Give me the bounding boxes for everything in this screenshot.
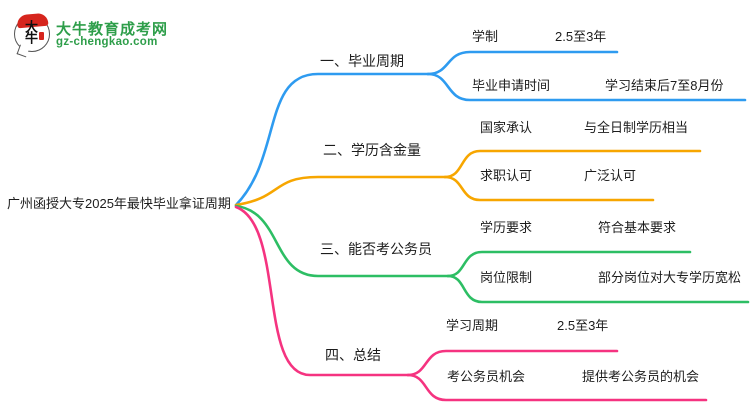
logo-mark-text: 大牛 xyxy=(23,20,38,42)
branch4-child2-line xyxy=(406,373,708,402)
branch3-child2-line xyxy=(446,274,750,304)
branch3-child1-label: 学历要求 xyxy=(480,220,533,235)
branch1-label: 一、毕业周期 xyxy=(320,53,404,69)
daniu-logo-icon: 大牛 xyxy=(14,12,50,58)
branch3-label: 三、能否考公务员 xyxy=(320,241,432,257)
branch4-child2-value: 提供考公务员的机会 xyxy=(582,369,700,384)
root-node-label: 广州函授大专2025年最快毕业拿证周期 xyxy=(7,196,231,211)
branch3-child1-line xyxy=(446,250,692,278)
branch4-curve xyxy=(234,205,410,377)
branch1-child1-value: 2.5至3年 xyxy=(555,29,607,44)
logo-seal-icon xyxy=(39,32,44,40)
branch4-child1-line xyxy=(406,349,619,377)
branch2-child2-line xyxy=(443,175,655,202)
branch4-child1-value: 2.5至3年 xyxy=(557,318,609,333)
logo-domain: gz-chengkao.com xyxy=(56,36,158,48)
logo-speech-tail xyxy=(16,44,30,58)
branch1-child2-line xyxy=(426,72,747,102)
branch3-child1-value: 符合基本要求 xyxy=(598,220,677,235)
branch1-child2-value: 学习结束后7至8月份 xyxy=(605,78,724,93)
branch3-child2-label: 岗位限制 xyxy=(480,270,533,285)
logo-title: 大牛教育成考网 xyxy=(56,21,169,38)
branch4-child1-label: 学习周期 xyxy=(446,318,499,333)
branch2-child1-line xyxy=(443,149,702,179)
branch2-child1-label: 国家承认 xyxy=(480,120,533,135)
branch1-curve xyxy=(234,72,430,207)
branch2-label: 二、学历含金量 xyxy=(323,142,421,158)
branch4-child2-label: 考公务员机会 xyxy=(447,369,526,384)
branch2-curve xyxy=(234,175,447,207)
branch2-child2-value: 广泛认可 xyxy=(584,168,637,183)
branch4-label: 四、总结 xyxy=(325,347,381,363)
site-logo: 大牛 大牛教育成考网 gz-chengkao.com xyxy=(12,12,222,58)
branch3-curve xyxy=(234,204,450,278)
branch1-child1-line xyxy=(426,50,619,76)
branch1-child1-label: 学制 xyxy=(472,29,499,44)
branch2-child2-label: 求职认可 xyxy=(480,168,533,183)
branch1-child2-label: 毕业申请时间 xyxy=(472,78,551,93)
branch2-child1-value: 与全日制学历相当 xyxy=(584,120,689,135)
branch3-child2-value: 部分岗位对大专学历宽松 xyxy=(598,270,742,285)
